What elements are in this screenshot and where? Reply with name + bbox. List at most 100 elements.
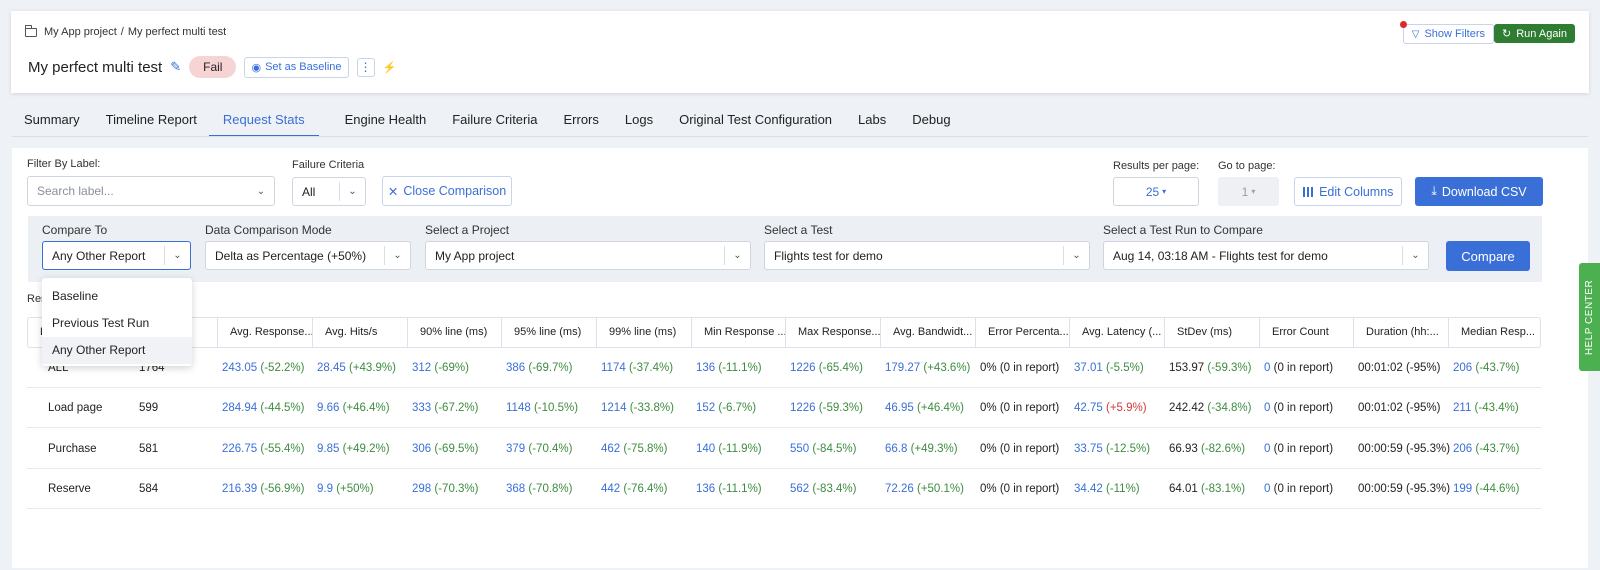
- column-header-95-line[interactable]: 95% line (ms): [501, 318, 596, 347]
- column-header-duration[interactable]: Duration (hh:...: [1353, 318, 1448, 347]
- tab-failure-criteria[interactable]: Failure Criteria: [452, 112, 538, 127]
- go-to-page-select[interactable]: 1 ▾: [1218, 177, 1279, 206]
- column-header-avg-latency[interactable]: Avg. Latency (...: [1069, 318, 1164, 347]
- breadcrumb-project[interactable]: My App project: [44, 26, 117, 38]
- compare-option-previous-run[interactable]: Previous Test Run: [52, 316, 150, 330]
- tab-errors[interactable]: Errors: [563, 112, 599, 127]
- cell-delta: (-59.3%): [1207, 362, 1252, 374]
- column-header-max-response[interactable]: Max Response...: [785, 318, 880, 347]
- run-again-button[interactable]: ↻ Run Again: [1494, 24, 1575, 43]
- tab-labs[interactable]: Labs: [858, 112, 887, 127]
- download-icon: ⤓: [1431, 184, 1437, 198]
- compare-to-select[interactable]: Any Other Report ⌄: [42, 241, 191, 270]
- column-header-median-response[interactable]: Median Resp...: [1448, 318, 1541, 347]
- column-header-90-line[interactable]: 90% line (ms): [407, 318, 501, 347]
- compare-to-title: Compare To: [42, 223, 108, 237]
- column-header-avg-hits[interactable]: Avg. Hits/s: [312, 318, 407, 347]
- cell-value[interactable]: 0: [1264, 483, 1271, 495]
- cell-delta: (-83.1%): [1200, 483, 1246, 495]
- comparison-mode-value: Delta as Percentage (+50%): [215, 248, 367, 263]
- show-filters-label: Show Filters: [1424, 28, 1485, 40]
- column-header-99-line[interactable]: 99% line (ms): [596, 318, 691, 347]
- cell-delta: (-70.3%): [434, 483, 479, 495]
- report-tabs: Summary Timeline Report Request Stats En…: [24, 112, 977, 137]
- tab-original-test-configuration[interactable]: Original Test Configuration: [679, 112, 833, 127]
- help-center-tab[interactable]: HELP CENTER: [1579, 263, 1600, 371]
- notification-dot: [1399, 21, 1407, 28]
- bolt-icon[interactable]: ⚡: [382, 61, 397, 74]
- column-header-error-count[interactable]: Error Count: [1259, 318, 1353, 347]
- row-label: Purchase: [48, 443, 97, 455]
- table-cell: 28.45 (+43.9%): [317, 348, 409, 388]
- column-header-avg-bandwidth[interactable]: Avg. Bandwidt...: [880, 318, 975, 347]
- cell-value: 00:01:02 (-95%): [1358, 362, 1441, 374]
- compare-option-any-other-report[interactable]: Any Other Report: [42, 337, 192, 364]
- cell-value[interactable]: 0: [1264, 402, 1271, 414]
- cell-delta: (-5.5%): [1105, 362, 1144, 374]
- set-baseline-button[interactable]: ◉ Set as Baseline: [244, 56, 349, 78]
- download-csv-button[interactable]: ⤓ Download CSV: [1415, 177, 1543, 206]
- tab-summary[interactable]: Summary: [24, 112, 80, 127]
- cell-value: 462: [601, 443, 621, 455]
- column-header-samples[interactable]: [204, 318, 216, 347]
- chevron-down-icon: ⌄: [724, 246, 750, 265]
- breadcrumb: My App project / My perfect multi test: [25, 24, 227, 38]
- comparison-mode-select[interactable]: Delta as Percentage (+50%) ⌄: [205, 241, 411, 270]
- cell-value: 140: [696, 443, 716, 455]
- cell-value: 243.05: [222, 362, 258, 374]
- tab-timeline-report[interactable]: Timeline Report: [105, 112, 197, 127]
- cell-delta: (-70.4%): [528, 443, 573, 455]
- cell-delta: (+50%): [336, 483, 374, 495]
- table-cell: 550 (-84.5%): [790, 429, 882, 469]
- column-header-avg-response[interactable]: Avg. Response...: [217, 318, 312, 347]
- cell-value[interactable]: 0: [1264, 443, 1271, 455]
- pencil-icon[interactable]: ✎: [170, 59, 182, 74]
- cell-delta: (-83.4%): [812, 483, 857, 495]
- table-cell: 0 (0 in report): [1264, 348, 1356, 388]
- test-run-select[interactable]: Aug 14, 03:18 AM - Flights test for demo…: [1103, 241, 1429, 270]
- table-cell: 140 (-11.9%): [696, 429, 788, 469]
- column-header-min-response[interactable]: Min Response ...: [691, 318, 785, 347]
- tab-logs[interactable]: Logs: [624, 112, 654, 127]
- more-options-button[interactable]: ⋮: [356, 57, 375, 77]
- cell-delta: (+49.2%): [342, 443, 390, 455]
- table-cell: 72.26 (+50.1%): [885, 469, 977, 509]
- results-per-page-select[interactable]: 25 ▾: [1113, 177, 1199, 206]
- row-label: Load page: [48, 402, 103, 414]
- tab-debug[interactable]: Debug: [912, 112, 951, 127]
- table-cell: 216.39 (-56.9%): [222, 469, 314, 509]
- go-to-page-title: Go to page:: [1218, 160, 1276, 172]
- cell-value: 1226: [790, 402, 816, 414]
- table-cell: 34.42 (-11%): [1074, 469, 1166, 509]
- table-cell: 0 (0 in report): [1264, 429, 1356, 469]
- table-cell: 284.94 (-44.5%): [222, 388, 314, 428]
- compare-button[interactable]: Compare: [1446, 241, 1530, 271]
- tab-request-stats[interactable]: Request Stats: [208, 112, 319, 137]
- project-select[interactable]: My App project ⌄: [425, 241, 751, 270]
- cell-delta: (-55.4%): [260, 443, 305, 455]
- edit-columns-button[interactable]: Edit Columns: [1294, 177, 1402, 206]
- failure-criteria-select[interactable]: All ⌄: [292, 177, 366, 206]
- show-filters-button[interactable]: ▽ Show Filters: [1399, 21, 1494, 44]
- failure-criteria-value: All: [302, 184, 316, 199]
- cell-delta: (-11.9%): [718, 443, 762, 455]
- cell-value: 153.97: [1169, 362, 1205, 374]
- test-select[interactable]: Flights test for demo ⌄: [764, 241, 1090, 270]
- breadcrumb-test[interactable]: My perfect multi test: [127, 26, 227, 38]
- cell-value: 9.9: [317, 483, 333, 495]
- label-search-input[interactable]: Search label... ⌄: [27, 176, 275, 206]
- close-comparison-button[interactable]: ✕ Close Comparison: [382, 176, 512, 206]
- row-samples: 581: [139, 443, 159, 455]
- column-header-stdev[interactable]: StDev (ms): [1164, 318, 1259, 347]
- row-samples: 584: [139, 483, 159, 495]
- tab-engine-health[interactable]: Engine Health: [344, 112, 427, 127]
- compare-option-baseline[interactable]: Baseline: [52, 289, 99, 303]
- cell-value: 0% (0 in report): [980, 402, 1060, 414]
- table-cell: 179.27 (+43.6%): [885, 348, 977, 388]
- cell-value: 9.66: [317, 402, 340, 414]
- cell-delta: (-70.8%): [528, 483, 573, 495]
- cell-delta: (+46.4%): [916, 402, 964, 414]
- cell-value[interactable]: 0: [1264, 362, 1271, 374]
- column-header-error-percentage[interactable]: Error Percenta...: [975, 318, 1069, 347]
- cell-delta: (-43.7%): [1475, 443, 1520, 455]
